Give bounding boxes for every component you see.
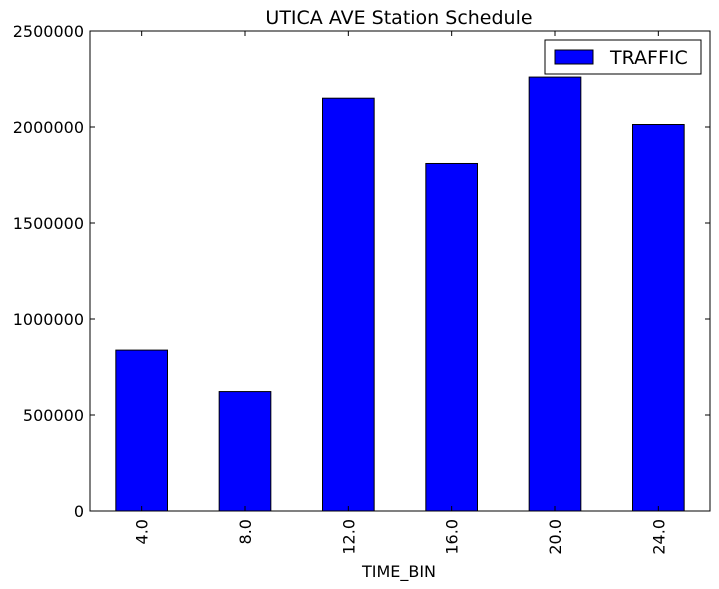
bar-20.0: [528, 76, 582, 512]
y-tick-label: 500000: [23, 406, 84, 425]
x-tick-label: 24.0: [649, 519, 668, 555]
bars-group: [115, 76, 685, 512]
x-tick-label: 20.0: [546, 519, 565, 555]
bar-8.0: [218, 391, 272, 512]
y-tick-label: 2000000: [13, 118, 84, 137]
bar-4.0: [115, 349, 169, 512]
x-tick-label: 4.0: [133, 519, 152, 544]
y-tick-label: 2500000: [13, 22, 84, 41]
legend-swatch: [554, 49, 594, 65]
x-tick-label: 16.0: [443, 519, 462, 555]
bar-24.0: [632, 124, 685, 512]
chart-title: UTICA AVE Station Schedule: [265, 7, 532, 29]
y-tick-label: 0: [74, 502, 84, 521]
y-tick-label: 1500000: [13, 214, 84, 233]
x-tick-label: 12.0: [339, 519, 358, 555]
ticks-group: 4.0 8.0 12.0 16.0 20.0 24.0 0 500000 1000000 1500…: [13, 22, 710, 555]
bar-16.0: [425, 162, 479, 512]
x-tick-label: 8.0: [236, 519, 255, 544]
y-tick-label: 1000000: [13, 310, 84, 329]
legend-label: TRAFFIC: [609, 47, 688, 69]
bar-12.0: [322, 97, 375, 512]
plot-frame: [89, 30, 711, 512]
legend: TRAFFIC: [544, 39, 702, 75]
x-axis-label: TIME_BIN: [361, 562, 436, 582]
